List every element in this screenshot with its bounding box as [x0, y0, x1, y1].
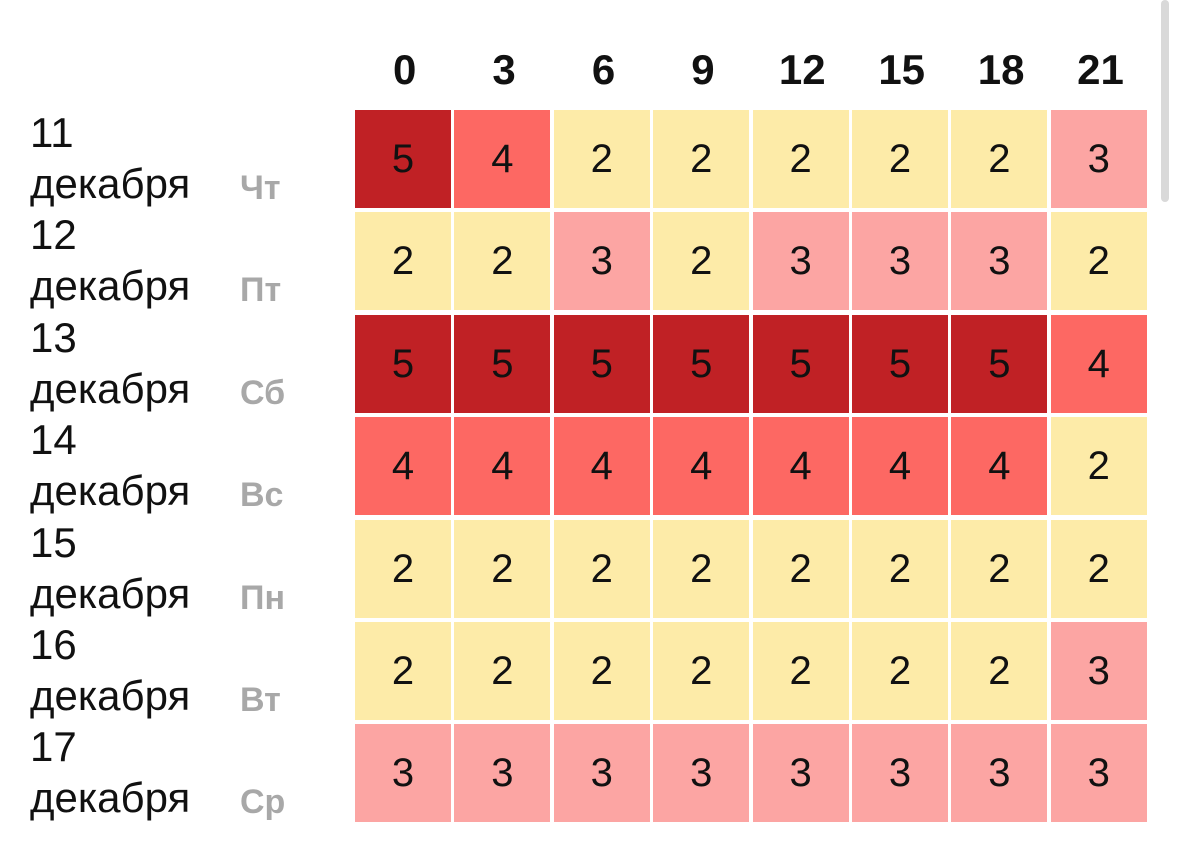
day-number: 12 — [30, 211, 77, 259]
heatmap-cell[interactable]: 2 — [454, 622, 551, 720]
day-number: 17 — [30, 723, 77, 771]
hour-label-9: 9 — [691, 46, 715, 93]
heatmap-cell[interactable]: 2 — [1050, 519, 1147, 618]
heatmap-cell[interactable]: 2 — [553, 622, 650, 720]
day-weekday: Пт — [240, 271, 282, 310]
day-month: декабря — [30, 364, 191, 412]
day-weekday: Вс — [240, 476, 284, 515]
heatmap-cell[interactable]: 5 — [355, 314, 451, 413]
heatmap-cell[interactable]: 4 — [653, 417, 750, 516]
day-weekday: Вт — [240, 681, 281, 719]
heatmap-cell[interactable]: 3 — [454, 724, 551, 823]
day-month: декабря — [30, 569, 191, 617]
heatmap-cell[interactable]: 2 — [852, 110, 948, 208]
day-month: декабря — [30, 467, 191, 515]
heatmap-cell[interactable]: 3 — [752, 212, 849, 311]
heatmap-cell[interactable]: 2 — [454, 519, 551, 618]
heatmap-cell[interactable]: 2 — [752, 519, 849, 618]
heatmap-cell[interactable]: 3 — [951, 724, 1048, 823]
heatmap-cell[interactable]: 5 — [951, 314, 1048, 413]
heatmap-cell[interactable]: 3 — [752, 724, 849, 823]
hour-label-12: 12 — [778, 46, 826, 93]
day-weekday: Ср — [240, 783, 286, 822]
heatmap-cell[interactable]: 3 — [852, 724, 948, 823]
heatmap-cell[interactable]: 4 — [1050, 314, 1147, 413]
scrollbar-thumb[interactable] — [1161, 0, 1169, 202]
heatmap-cell[interactable]: 5 — [653, 314, 750, 413]
hour-axis: 0 3 6 9 12 15 18 21 — [355, 42, 1150, 98]
heatmap-cell[interactable]: 5 — [852, 314, 948, 413]
hour-label-0: 0 — [393, 46, 417, 93]
heatmap-cell[interactable]: 4 — [553, 417, 650, 516]
heatmap-cell[interactable]: 3 — [852, 212, 948, 311]
hour-label-3: 3 — [492, 46, 516, 93]
heatmap-cell[interactable]: 2 — [752, 622, 849, 720]
day-number: 13 — [30, 313, 77, 361]
day-number: 14 — [30, 416, 77, 464]
day-number: 11 — [30, 109, 74, 156]
heatmap-cell[interactable]: 3 — [355, 724, 451, 823]
heatmap-cell[interactable]: 2 — [454, 212, 551, 311]
heatmap-cell[interactable]: 4 — [852, 417, 948, 516]
heatmap-cell[interactable]: 2 — [653, 519, 750, 618]
day-weekday: Чт — [240, 169, 281, 207]
heatmap-cell[interactable]: 3 — [553, 724, 650, 823]
day-month: декабря — [30, 160, 191, 207]
hour-label-18: 18 — [977, 46, 1025, 93]
heatmap-cell[interactable]: 2 — [355, 622, 451, 720]
heatmap-cell[interactable]: 2 — [852, 519, 948, 618]
heatmap-cell[interactable]: 2 — [1050, 417, 1147, 516]
heatmap-cell[interactable]: 5 — [454, 314, 551, 413]
heatmap-cell[interactable]: 5 — [553, 314, 650, 413]
heatmap-cell[interactable]: 3 — [653, 724, 750, 823]
heatmap-cell[interactable]: 3 — [1050, 110, 1147, 208]
heatmap-cell[interactable]: 5 — [355, 110, 451, 208]
heatmap-cell[interactable]: 3 — [951, 212, 1048, 311]
heatmap-cell[interactable]: 4 — [951, 417, 1048, 516]
heatmap-cell[interactable]: 2 — [355, 519, 451, 618]
heatmap-cell[interactable]: 2 — [752, 110, 849, 208]
heatmap-cell[interactable]: 4 — [454, 417, 551, 516]
heatmap-cell[interactable]: 2 — [653, 110, 750, 208]
heatmap-cell[interactable]: 2 — [951, 519, 1048, 618]
hour-label-6: 6 — [591, 46, 616, 93]
heatmap-cell[interactable]: 2 — [1050, 212, 1147, 311]
heatmap-cell[interactable]: 2 — [951, 110, 1048, 208]
heatmap-cell[interactable]: 2 — [553, 110, 650, 208]
heatmap-cell[interactable]: 3 — [553, 212, 650, 311]
day-weekday: Сб — [240, 373, 286, 412]
heatmap-cell[interactable]: 2 — [553, 519, 650, 618]
day-month: декабря — [30, 774, 191, 822]
day-weekday: Пн — [240, 578, 285, 617]
day-month: декабря — [30, 262, 191, 310]
heatmap-cell[interactable]: 4 — [752, 417, 849, 516]
heatmap-cell[interactable]: 3 — [1050, 622, 1147, 720]
heatmap-cell[interactable]: 3 — [1050, 724, 1147, 823]
day-number: 15 — [30, 518, 77, 566]
heatmap-cell[interactable]: 4 — [454, 110, 551, 208]
day-month: декабря — [30, 672, 191, 719]
heatmap-cell[interactable]: 2 — [852, 622, 948, 720]
hour-label-15: 15 — [878, 46, 926, 93]
hour-label-21: 21 — [1077, 46, 1124, 93]
heatmap-cell[interactable]: 5 — [752, 314, 849, 413]
heatmap-cell[interactable]: 2 — [951, 622, 1048, 720]
heatmap-cell[interactable]: 2 — [355, 212, 451, 311]
day-number: 16 — [30, 621, 77, 668]
heatmap-cell[interactable]: 2 — [653, 212, 750, 311]
heatmap-cell[interactable]: 2 — [653, 622, 750, 720]
heatmap-cell[interactable]: 4 — [355, 417, 451, 516]
